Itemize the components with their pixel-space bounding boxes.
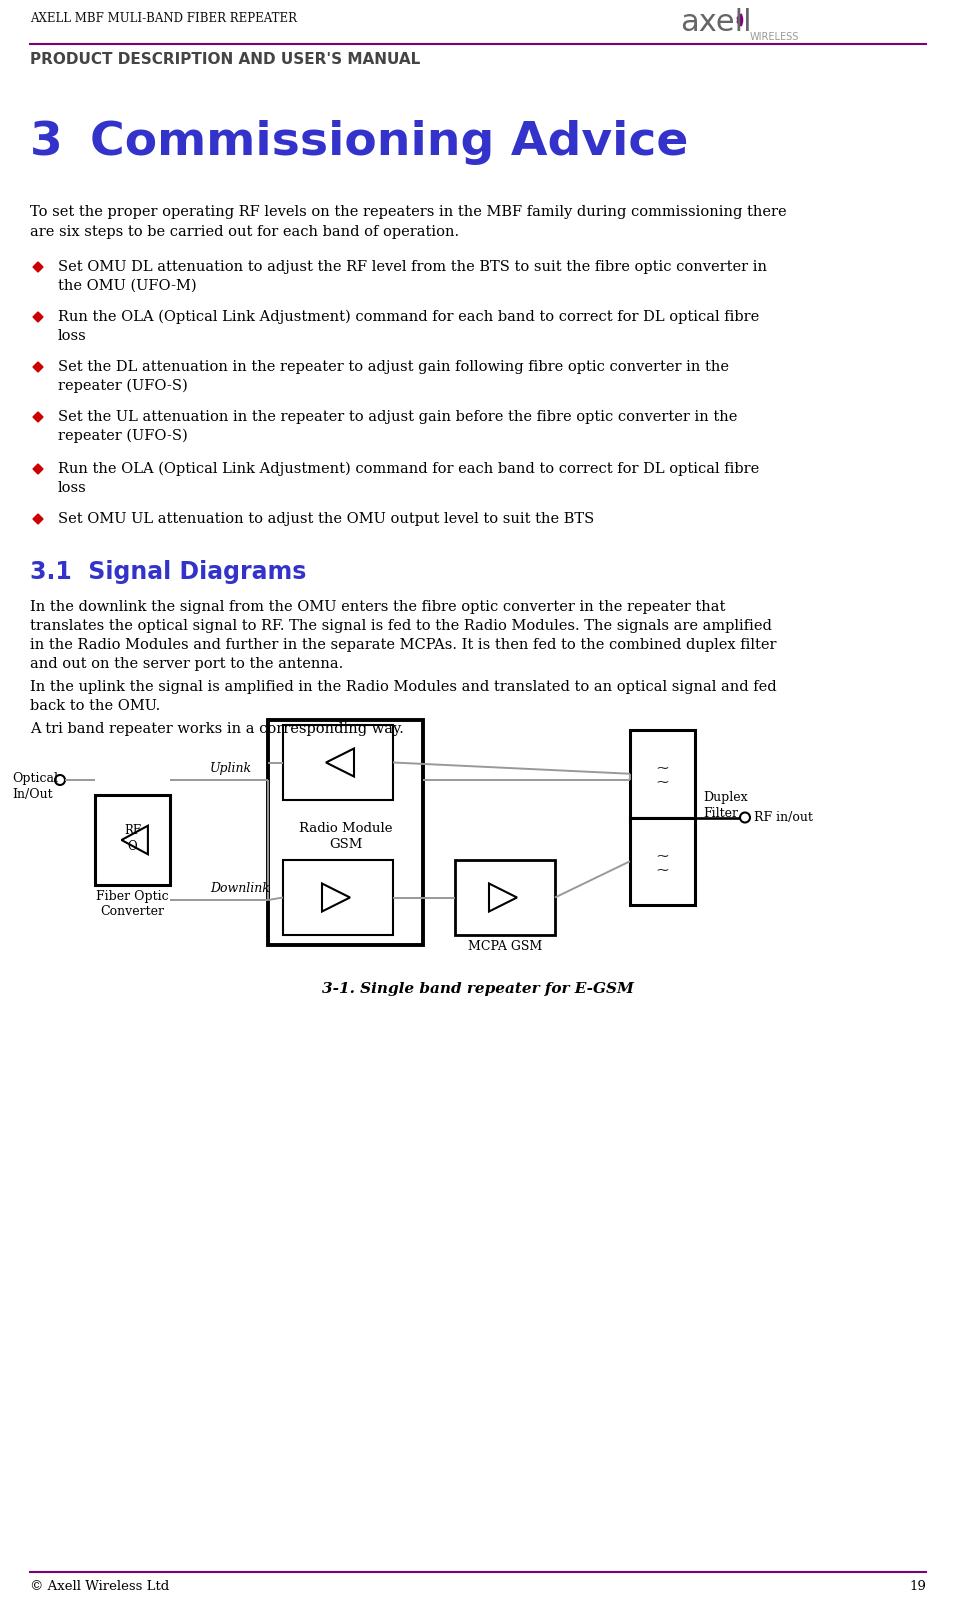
Bar xyxy=(283,725,393,800)
Text: ~: ~ xyxy=(656,861,669,878)
Text: Radio Module: Radio Module xyxy=(298,822,392,835)
Text: Set OMU UL attenuation to adjust the OMU output level to suit the BTS: Set OMU UL attenuation to adjust the OMU… xyxy=(58,512,595,526)
Text: A tri band repeater works in a corresponding way.: A tri band repeater works in a correspon… xyxy=(30,722,403,736)
Text: ~: ~ xyxy=(656,760,669,776)
Text: the OMU (UFO-M): the OMU (UFO-M) xyxy=(58,278,197,293)
Bar xyxy=(268,720,423,946)
Bar xyxy=(455,861,555,934)
Text: and out on the server port to the antenna.: and out on the server port to the antenn… xyxy=(30,658,343,670)
Polygon shape xyxy=(33,464,43,474)
Polygon shape xyxy=(33,262,43,272)
Bar xyxy=(95,795,170,885)
Text: Set the DL attenuation in the repeater to adjust gain following fibre optic conv: Set the DL attenuation in the repeater t… xyxy=(58,360,729,374)
Polygon shape xyxy=(33,312,43,322)
Text: 3: 3 xyxy=(30,120,63,165)
Polygon shape xyxy=(489,883,517,912)
Text: axell: axell xyxy=(680,8,751,37)
Text: loss: loss xyxy=(58,482,87,494)
Text: 3-1. Single band repeater for E-GSM: 3-1. Single band repeater for E-GSM xyxy=(322,982,634,995)
Polygon shape xyxy=(33,362,43,371)
Text: WIRELESS: WIRELESS xyxy=(750,32,799,42)
Bar xyxy=(630,818,695,906)
Polygon shape xyxy=(322,883,350,912)
Text: AXELL MBF MULI-BAND FIBER REPEATER: AXELL MBF MULI-BAND FIBER REPEATER xyxy=(30,11,297,26)
Text: 19: 19 xyxy=(909,1581,926,1594)
Bar xyxy=(630,730,695,818)
Text: RF: RF xyxy=(124,824,141,837)
Text: Set OMU DL attenuation to adjust the RF level from the BTS to suit the fibre opt: Set OMU DL attenuation to adjust the RF … xyxy=(58,259,767,274)
Text: © Axell Wireless Ltd: © Axell Wireless Ltd xyxy=(30,1581,169,1594)
Text: Run the OLA (Optical Link Adjustment) command for each band to correct for DL op: Run the OLA (Optical Link Adjustment) co… xyxy=(58,310,759,325)
Text: Commissioning Advice: Commissioning Advice xyxy=(90,120,688,165)
Text: Duplex: Duplex xyxy=(703,792,748,805)
Text: in the Radio Modules and further in the separate MCPAs. It is then fed to the co: in the Radio Modules and further in the … xyxy=(30,638,776,653)
Text: Converter: Converter xyxy=(100,906,164,918)
Text: back to the OMU.: back to the OMU. xyxy=(30,699,161,714)
Text: MCPA GSM: MCPA GSM xyxy=(467,939,542,954)
Text: ~: ~ xyxy=(656,846,669,864)
Polygon shape xyxy=(33,411,43,422)
Polygon shape xyxy=(33,514,43,525)
Text: loss: loss xyxy=(58,330,87,342)
Text: To set the proper operating RF levels on the repeaters in the MBF family during : To set the proper operating RF levels on… xyxy=(30,205,787,219)
Text: Downlink: Downlink xyxy=(210,882,270,894)
Text: Fiber Optic: Fiber Optic xyxy=(97,890,169,902)
Text: repeater (UFO-S): repeater (UFO-S) xyxy=(58,429,187,443)
Bar xyxy=(283,861,393,934)
Text: repeater (UFO-S): repeater (UFO-S) xyxy=(58,379,187,394)
Text: Set the UL attenuation in the repeater to adjust gain before the fibre optic con: Set the UL attenuation in the repeater t… xyxy=(58,410,737,424)
Text: Filter: Filter xyxy=(703,808,738,821)
Text: PRODUCT DESCRIPTION AND USER'S MANUAL: PRODUCT DESCRIPTION AND USER'S MANUAL xyxy=(30,51,421,67)
Polygon shape xyxy=(326,749,354,776)
Text: Optical: Optical xyxy=(12,773,58,786)
Text: In the uplink the signal is amplified in the Radio Modules and translated to an : In the uplink the signal is amplified in… xyxy=(30,680,776,694)
Text: Uplink: Uplink xyxy=(210,762,252,774)
Text: RF in/out: RF in/out xyxy=(754,811,813,824)
Text: Run the OLA (Optical Link Adjustment) command for each band to correct for DL op: Run the OLA (Optical Link Adjustment) co… xyxy=(58,462,759,477)
Text: GSM: GSM xyxy=(329,838,362,851)
Text: translates the optical signal to RF. The signal is fed to the Radio Modules. The: translates the optical signal to RF. The… xyxy=(30,619,771,634)
Text: In the downlink the signal from the OMU enters the fibre optic converter in the : In the downlink the signal from the OMU … xyxy=(30,600,726,614)
Polygon shape xyxy=(121,826,148,854)
Text: In/Out: In/Out xyxy=(12,787,53,802)
Text: O: O xyxy=(128,840,138,853)
Text: 3.1  Signal Diagrams: 3.1 Signal Diagrams xyxy=(30,560,306,584)
Text: are six steps to be carried out for each band of operation.: are six steps to be carried out for each… xyxy=(30,226,459,238)
Text: ~: ~ xyxy=(656,773,669,790)
